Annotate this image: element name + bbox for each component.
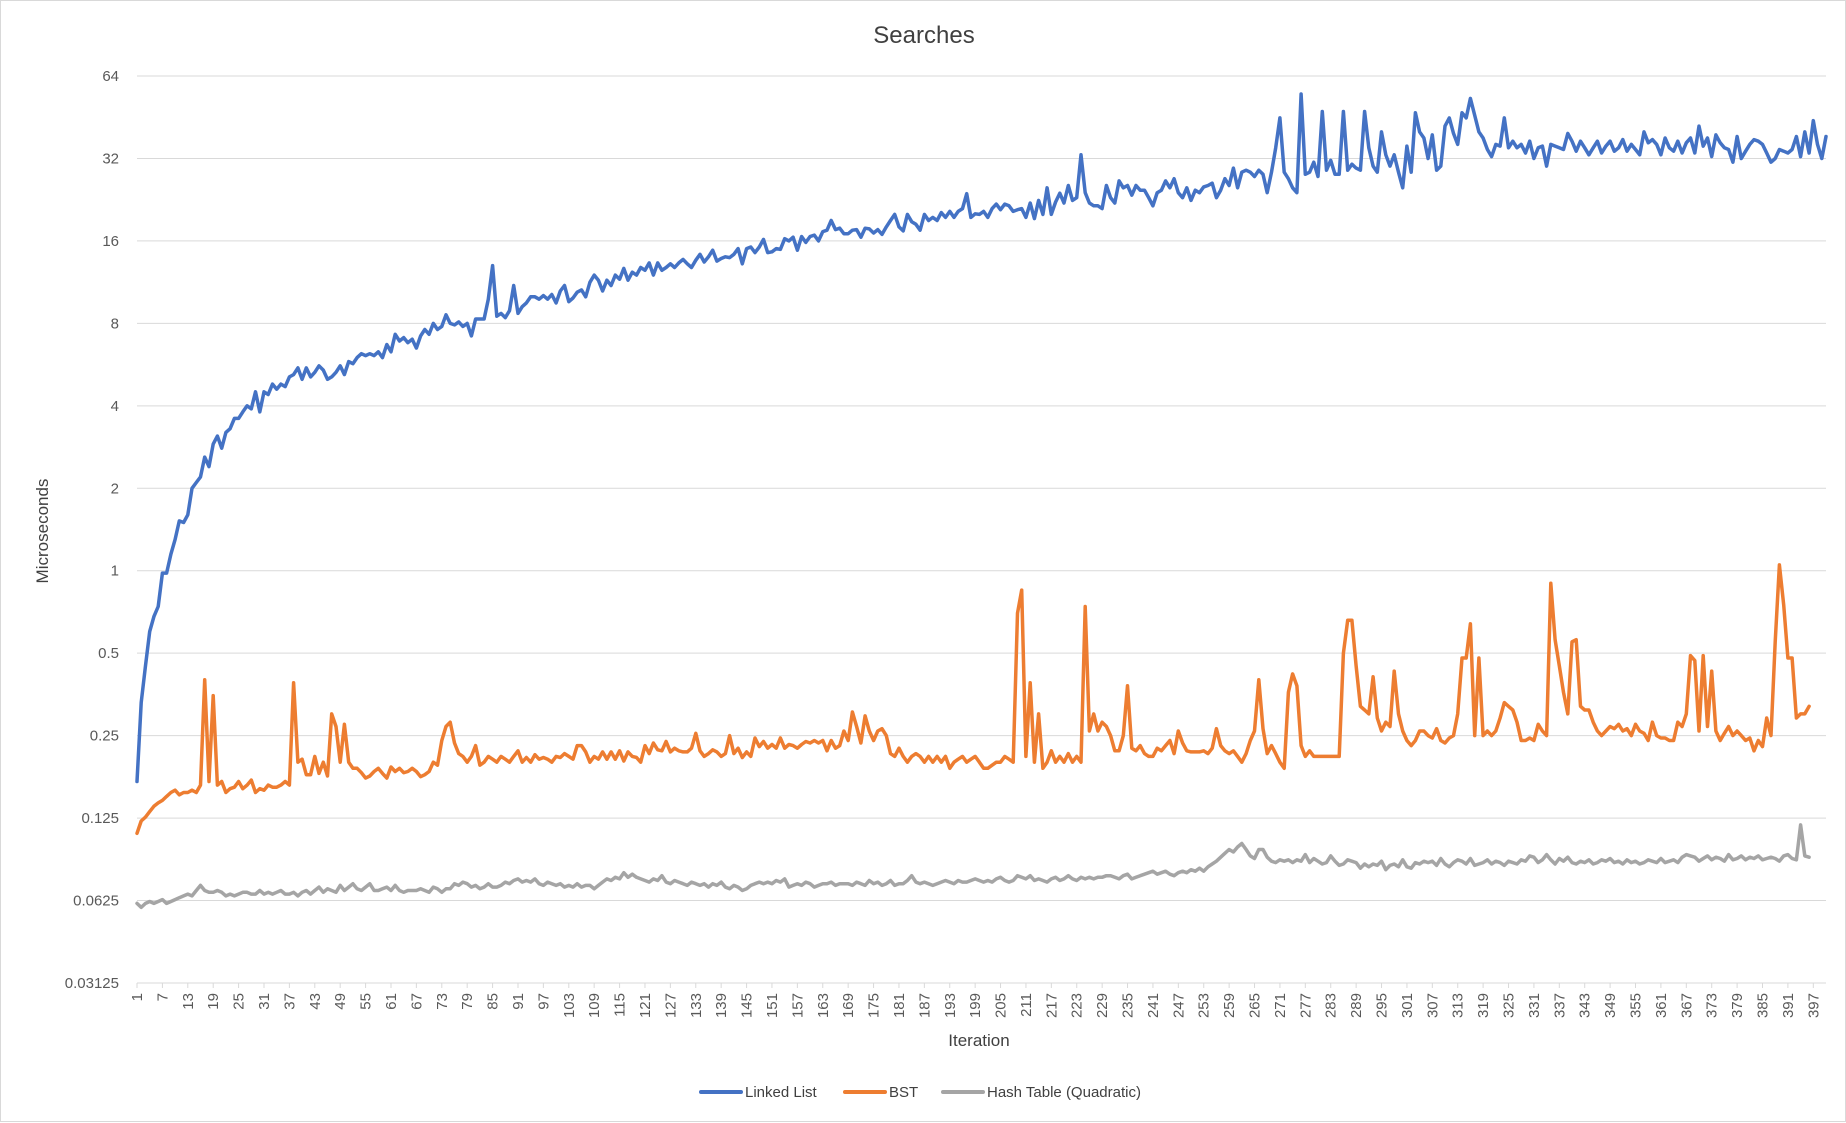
x-tick-label: 229 <box>1094 993 1111 1018</box>
y-tick-label: 8 <box>111 315 119 332</box>
series-layer <box>135 92 1828 910</box>
chart-title: Searches <box>873 22 974 49</box>
x-axis-ticks: 1 7 13 19 25 31 37 43 49 55 61 67 73 79 85 91 97 103 109 11… <box>129 983 1822 1018</box>
x-tick-label: 91 <box>510 993 527 1010</box>
x-tick-label: 331 <box>1526 993 1543 1018</box>
x-tick-label: 19 <box>205 993 222 1010</box>
legend-label: BST <box>889 1084 918 1101</box>
series-line-0 <box>135 92 1828 784</box>
x-tick-label: 277 <box>1297 993 1314 1018</box>
x-tick-label: 37 <box>281 993 298 1010</box>
x-tick-label: 145 <box>739 993 756 1018</box>
x-tick-label: 253 <box>1196 993 1213 1018</box>
x-tick-label: 247 <box>1170 993 1187 1018</box>
x-tick-label: 205 <box>993 993 1010 1018</box>
x-tick-label: 31 <box>256 993 273 1010</box>
x-tick-label: 211 <box>1018 993 1035 1017</box>
x-tick-label: 67 <box>408 993 425 1010</box>
y-tick-label: 4 <box>111 398 119 415</box>
x-tick-label: 313 <box>1450 993 1467 1018</box>
y-axis-title: Microseconds <box>33 479 52 584</box>
x-tick-label: 79 <box>459 993 476 1010</box>
series-line-1 <box>135 563 1811 836</box>
x-tick-label: 259 <box>1221 993 1238 1018</box>
y-tick-label: 0.25 <box>90 728 119 745</box>
x-tick-label: 55 <box>358 993 375 1010</box>
x-tick-label: 271 <box>1272 993 1289 1018</box>
x-tick-label: 127 <box>662 993 679 1018</box>
x-tick-label: 193 <box>942 993 959 1018</box>
x-tick-label: 235 <box>1120 993 1137 1018</box>
x-tick-label: 391 <box>1780 993 1797 1018</box>
x-tick-label: 7 <box>154 993 171 1001</box>
y-tick-label: 0.0625 <box>73 893 119 910</box>
x-tick-label: 43 <box>307 993 324 1010</box>
y-tick-label: 1 <box>111 563 119 580</box>
x-tick-label: 223 <box>1069 993 1086 1018</box>
x-tick-label: 121 <box>637 993 654 1018</box>
y-tick-label: 0.5 <box>98 645 119 662</box>
y-tick-label: 0.03125 <box>65 975 119 992</box>
x-tick-label: 109 <box>586 993 603 1018</box>
x-tick-label: 181 <box>891 993 908 1018</box>
legend: Linked List BST Hash Table (Quadratic) <box>699 1084 1141 1101</box>
x-tick-label: 175 <box>866 993 883 1018</box>
x-tick-label: 133 <box>688 993 705 1018</box>
x-tick-label: 319 <box>1475 993 1492 1018</box>
y-tick-label: 2 <box>111 480 119 497</box>
x-tick-label: 85 <box>485 993 502 1010</box>
x-tick-label: 103 <box>561 993 578 1018</box>
x-tick-label: 385 <box>1755 993 1772 1018</box>
y-tick-label: 64 <box>102 68 119 85</box>
gridlines <box>137 75 1826 902</box>
x-tick-label: 139 <box>713 993 730 1018</box>
x-tick-label: 343 <box>1577 993 1594 1018</box>
x-tick-label: 379 <box>1729 993 1746 1018</box>
y-axis-ticks: 0.03125 0.0625 0.125 0.25 0.5 1 2 4 8 16 32 64 <box>65 68 119 992</box>
x-tick-label: 25 <box>231 993 248 1010</box>
x-tick-label: 157 <box>789 993 806 1018</box>
x-tick-label: 307 <box>1424 993 1441 1018</box>
x-tick-label: 355 <box>1628 993 1645 1018</box>
x-tick-label: 1 <box>129 993 146 1001</box>
x-tick-label: 73 <box>434 993 451 1010</box>
x-tick-label: 217 <box>1043 993 1060 1018</box>
y-tick-label: 0.125 <box>81 810 119 827</box>
legend-label: Linked List <box>745 1084 818 1101</box>
x-tick-label: 187 <box>916 993 933 1018</box>
x-tick-label: 169 <box>840 993 857 1018</box>
x-tick-label: 199 <box>967 993 984 1018</box>
x-tick-label: 295 <box>1374 993 1391 1018</box>
x-tick-label: 367 <box>1678 993 1695 1018</box>
x-tick-label: 397 <box>1805 993 1822 1018</box>
x-axis-title: Iteration <box>948 1031 1009 1050</box>
x-tick-label: 301 <box>1399 993 1416 1018</box>
x-tick-label: 325 <box>1501 993 1518 1018</box>
x-tick-label: 265 <box>1247 993 1264 1018</box>
x-tick-label: 61 <box>383 993 400 1010</box>
x-tick-label: 241 <box>1145 993 1162 1018</box>
y-tick-label: 32 <box>102 150 119 167</box>
x-tick-label: 163 <box>815 993 832 1018</box>
x-tick-label: 97 <box>535 993 552 1010</box>
x-tick-label: 349 <box>1602 993 1619 1018</box>
x-tick-label: 115 <box>612 993 629 1017</box>
x-tick-label: 283 <box>1323 993 1340 1018</box>
x-tick-label: 49 <box>332 993 349 1010</box>
x-tick-label: 337 <box>1551 993 1568 1018</box>
series-line-2 <box>135 823 1811 910</box>
x-tick-label: 373 <box>1704 993 1721 1018</box>
x-tick-label: 13 <box>180 993 197 1010</box>
x-tick-label: 289 <box>1348 993 1365 1018</box>
x-tick-label: 151 <box>764 993 781 1018</box>
y-tick-label: 16 <box>102 233 119 250</box>
x-tick-label: 361 <box>1653 993 1670 1018</box>
legend-label: Hash Table (Quadratic) <box>987 1084 1141 1101</box>
